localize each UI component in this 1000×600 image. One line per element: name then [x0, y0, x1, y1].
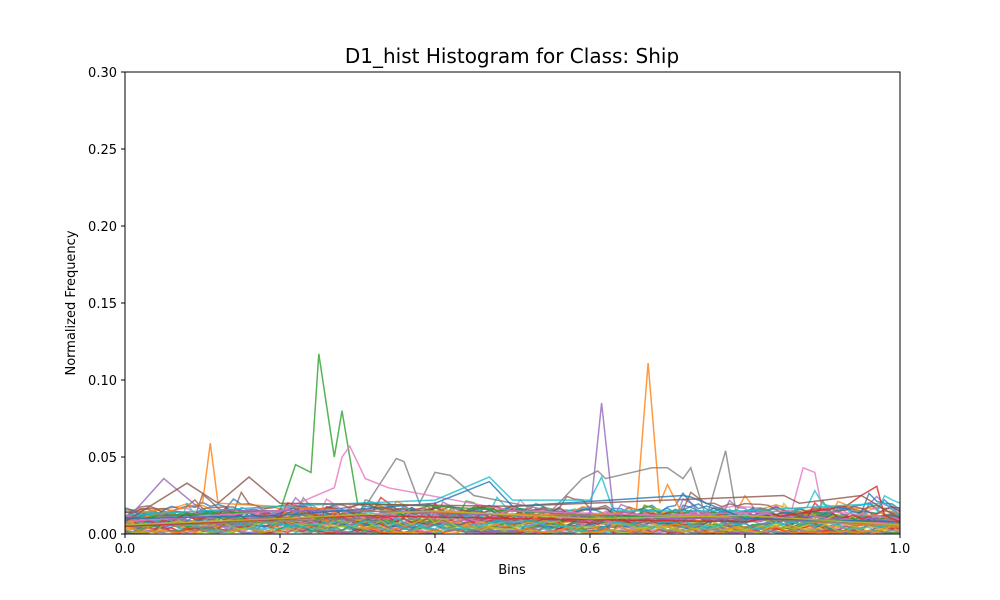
series-line: [124, 505, 901, 534]
plot-lines: [124, 353, 901, 534]
x-tick-label: 0.4: [425, 542, 446, 557]
x-tick-label: 1.0: [890, 542, 911, 557]
y-tick-label: 0.05: [88, 451, 117, 466]
series-line: [124, 476, 901, 523]
chart-title: D1_hist Histogram for Class: Ship: [345, 44, 679, 68]
series-line: [124, 403, 901, 523]
x-tick-label: 0.2: [270, 542, 291, 557]
series-line: [124, 510, 901, 526]
axes-frame: [124, 71, 901, 535]
y-tick-label: 0.30: [88, 66, 117, 81]
y-tick-label: 0.10: [88, 374, 117, 389]
series-line: [124, 485, 901, 528]
series-line: [124, 353, 901, 523]
series-line: [124, 450, 901, 528]
x-tick-label: 0.6: [580, 542, 601, 557]
y-tick-label: 0.25: [88, 143, 117, 158]
series-line: [124, 444, 901, 523]
y-tick-label: 0.00: [88, 528, 117, 543]
x-axis-ticks: 0.0 0.2 0.4 0.6 0.8 1.0: [115, 534, 911, 557]
x-axis-label: Bins: [498, 563, 526, 578]
series-line: [124, 515, 901, 534]
y-tick-label: 0.15: [88, 297, 117, 312]
x-tick-label: 0.0: [115, 542, 136, 557]
x-tick-label: 0.8: [735, 542, 756, 557]
series-line: [124, 363, 901, 528]
series-line: [124, 491, 901, 519]
series-line: [124, 475, 901, 517]
y-axis-label: Normalized Frequency: [64, 230, 79, 375]
y-tick-label: 0.20: [88, 220, 117, 235]
series-line: [124, 515, 901, 534]
series-line: [124, 480, 901, 523]
y-axis-ticks: 0.00 0.05 0.10 0.15 0.20 0.25 0.30: [88, 66, 125, 543]
